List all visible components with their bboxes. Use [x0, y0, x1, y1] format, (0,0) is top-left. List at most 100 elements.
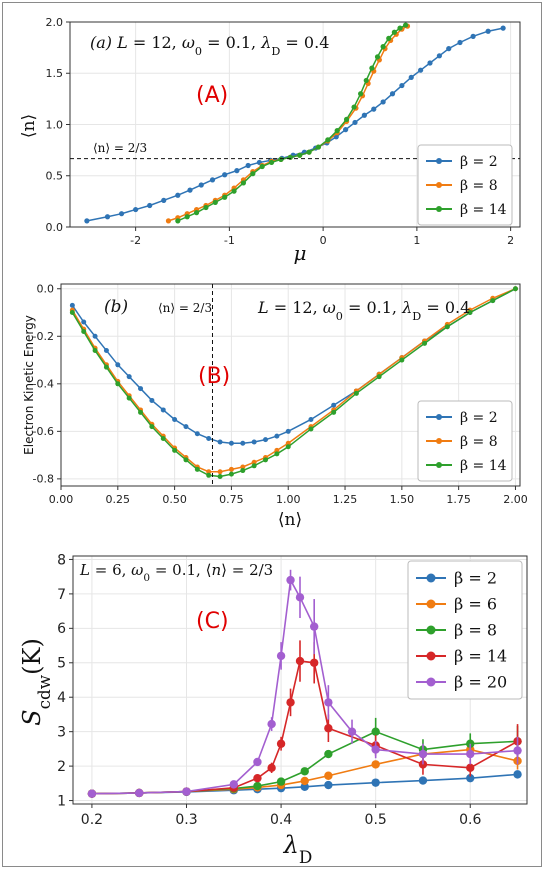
data-point: [267, 763, 276, 773]
data-point: [276, 777, 286, 786]
data-point: [371, 745, 380, 754]
x-tick-label: -1: [224, 234, 235, 247]
data-point: [206, 469, 212, 475]
data-point: [175, 192, 181, 198]
x-tick-label: 1.00: [276, 493, 301, 506]
data-point: [309, 622, 319, 631]
x-tick-label: -2: [130, 234, 141, 247]
data-point: [250, 171, 256, 177]
data-point: [408, 74, 414, 80]
legend-label: β = 14: [460, 458, 507, 474]
x-tick-label: 0.75: [219, 493, 244, 506]
y-tick-label: 5: [57, 656, 66, 672]
data-point: [315, 144, 322, 150]
y-axis-label: ⟨n⟩: [19, 114, 39, 138]
data-point: [285, 444, 291, 450]
data-point: [376, 374, 382, 380]
y-tick-label: -0.6: [33, 425, 54, 438]
panel-b: 0.00 0.25 0.50 0.75 1.00 1.25 1.50 1.75 2.00 0.0 -…: [22, 283, 528, 530]
data-point: [147, 202, 153, 209]
x-tick-label: 0.3: [175, 812, 197, 828]
data-point: [198, 182, 204, 188]
data-point: [194, 431, 200, 437]
data-point: [138, 386, 144, 392]
data-point: [297, 152, 303, 158]
data-point: [69, 310, 75, 316]
data-point: [371, 727, 380, 736]
data-point: [324, 780, 333, 790]
data-point: [126, 374, 132, 380]
plot-area-frame: [60, 283, 521, 487]
x-axis-label: ⟨n⟩: [278, 510, 302, 530]
data-point: [324, 724, 333, 733]
data-point: [69, 302, 75, 308]
data-point: [103, 364, 109, 370]
x-tick-label: 0.5: [365, 812, 387, 828]
data-point: [253, 773, 262, 783]
data-point: [84, 218, 90, 224]
data-point: [274, 433, 280, 439]
x-tick-label: 0.25: [106, 493, 131, 506]
data-point: [149, 424, 155, 430]
x-tick-label: 0.2: [81, 812, 103, 828]
data-point: [331, 409, 337, 415]
x-tick-label: 2.00: [503, 493, 528, 506]
data-point: [347, 727, 357, 736]
data-point: [229, 780, 238, 789]
y-tick-label: 3: [57, 725, 66, 741]
data-point: [81, 319, 87, 325]
legend-box: [417, 144, 513, 226]
x-tick-label: 1.25: [333, 493, 358, 506]
x-tick-label: 1.75: [446, 493, 471, 506]
data-point: [295, 593, 305, 602]
data-point: [352, 119, 358, 126]
data-point: [172, 447, 178, 453]
data-point: [353, 390, 359, 396]
data-point: [240, 440, 246, 446]
y-tick-label: 1.0: [46, 118, 64, 131]
data-point: [217, 439, 223, 445]
plot-area-frame: [72, 555, 528, 805]
data-point: [371, 106, 377, 112]
data-point: [126, 395, 132, 401]
legend-label: β = 2: [460, 410, 498, 426]
data-point: [422, 340, 428, 346]
data-point: [251, 459, 257, 465]
series-20: [87, 569, 522, 798]
data-point: [403, 22, 409, 28]
plot-area-frame: [69, 21, 521, 228]
data-point: [115, 362, 121, 368]
data-point: [253, 781, 262, 791]
x-axis-label: μ: [294, 241, 307, 265]
y-tick-label: 0.0: [37, 283, 55, 296]
y-tick-label: 0.0: [46, 221, 64, 234]
legend-marker: [436, 438, 442, 444]
data-point: [267, 719, 276, 729]
legend-marker: [426, 651, 436, 661]
data-point: [240, 464, 246, 470]
data-point: [391, 29, 397, 35]
legend-marker: [436, 462, 442, 468]
data-point: [160, 435, 166, 441]
data-point: [374, 54, 381, 60]
data-point: [295, 656, 305, 666]
series-14: [175, 22, 409, 224]
data-point: [228, 440, 234, 446]
y-tick-label: 1.5: [46, 67, 64, 80]
panel-annotation: L = 6, ω0 = 0.1, ⟨n⟩ = 2/3: [79, 561, 273, 584]
legend-label: β = 14: [454, 647, 507, 666]
legend-marker: [426, 677, 436, 687]
data-point: [436, 53, 442, 59]
data-point: [161, 197, 167, 203]
legend-marker: [436, 182, 442, 188]
legend-label: β = 2: [460, 154, 498, 170]
data-point: [467, 310, 473, 316]
series-line: [71, 288, 516, 473]
data-point: [369, 65, 375, 71]
y-tick-label: -0.4: [33, 378, 54, 391]
data-point: [308, 416, 314, 422]
data-point: [245, 162, 251, 169]
data-point: [285, 440, 291, 446]
data-point: [470, 33, 476, 39]
data-point: [324, 749, 333, 759]
